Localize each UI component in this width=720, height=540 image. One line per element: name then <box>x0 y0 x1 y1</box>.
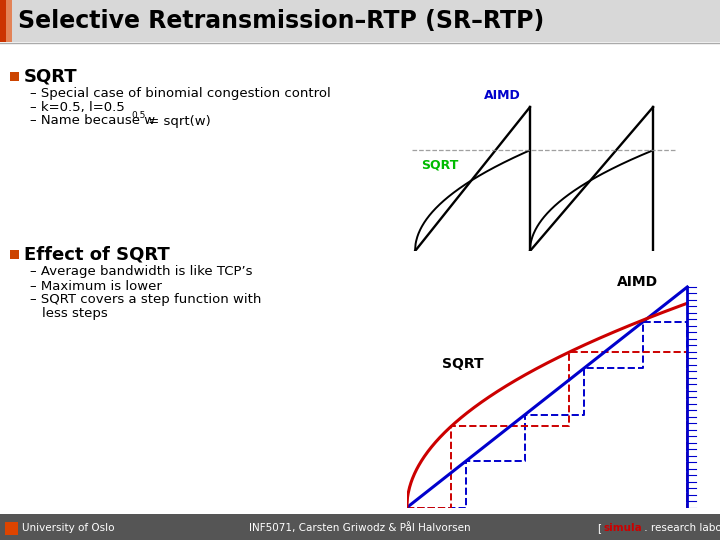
Text: Selective Retransmission–RTP (SR–RTP): Selective Retransmission–RTP (SR–RTP) <box>18 9 544 33</box>
Text: – k=0.5, l=0.5: – k=0.5, l=0.5 <box>30 100 125 113</box>
Text: SQRT: SQRT <box>421 158 459 171</box>
Text: SQRT: SQRT <box>442 356 484 370</box>
Text: – Average bandwidth is like TCP’s: – Average bandwidth is like TCP’s <box>30 266 253 279</box>
Text: – Maximum is lower: – Maximum is lower <box>30 280 162 293</box>
Bar <box>0 514 720 540</box>
Text: = sqrt(w): = sqrt(w) <box>144 114 211 127</box>
Text: SQRT: SQRT <box>24 67 78 85</box>
Text: less steps: less steps <box>42 307 108 321</box>
Bar <box>5 522 18 535</box>
Text: 0.5: 0.5 <box>131 111 145 120</box>
Text: – Name because w: – Name because w <box>30 114 155 127</box>
Bar <box>0 0 6 42</box>
Text: . research laboratory ]: . research laboratory ] <box>641 523 720 533</box>
Bar <box>10 72 19 81</box>
Text: [: [ <box>598 523 606 533</box>
Text: AIMD: AIMD <box>484 89 521 102</box>
Bar <box>0 0 720 42</box>
Bar <box>6 0 12 42</box>
Text: AIMD: AIMD <box>616 275 657 289</box>
Text: – Special case of binomial congestion control: – Special case of binomial congestion co… <box>30 86 330 99</box>
Bar <box>10 250 19 259</box>
Text: Effect of SQRT: Effect of SQRT <box>24 245 170 263</box>
Text: – SQRT covers a step function with: – SQRT covers a step function with <box>30 294 261 307</box>
Text: INF5071, Carsten Griwodz & Pål Halvorsen: INF5071, Carsten Griwodz & Pål Halvorsen <box>249 523 471 534</box>
Text: University of Oslo: University of Oslo <box>22 523 114 533</box>
Text: simula: simula <box>604 523 643 533</box>
